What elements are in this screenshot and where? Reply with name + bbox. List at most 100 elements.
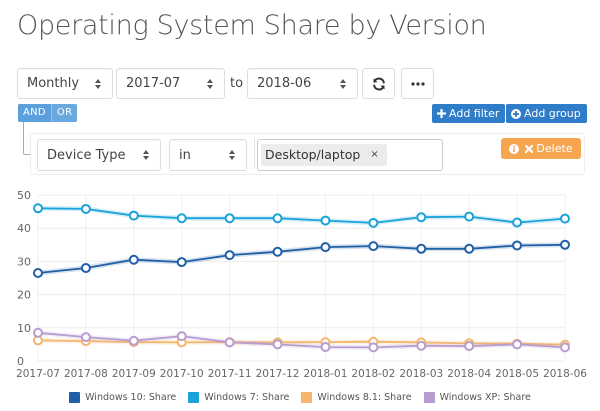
refresh-button[interactable] [362,68,395,99]
y-tick-label: 10 [17,322,31,335]
y-tick-label: 0 [17,355,24,368]
rule-field-value: Device Type [47,147,126,163]
plus-icon [437,109,446,118]
legend-item[interactable]: Windows XP: Share [423,389,531,405]
more-options-button[interactable] [401,68,434,99]
data-point[interactable] [128,210,139,221]
legend-label: Windows 10: Share [85,391,177,403]
y-tick-label: 50 [17,189,31,202]
data-point[interactable] [416,243,427,254]
remove-tag-icon[interactable]: × [370,149,379,160]
x-tick-label: 2018-02 [351,368,395,380]
data-point[interactable] [560,342,570,353]
x-tick-label: 2018-05 [495,368,539,380]
data-point[interactable] [464,243,475,254]
legend-swatch-icon [188,391,200,403]
rule-divider [254,138,255,169]
data-point[interactable] [33,203,43,214]
start-period-value: 2017-07 [126,76,181,91]
legend-item[interactable]: Windows 10: Share [69,389,176,405]
data-point[interactable] [464,341,475,352]
x-tick-label: 2018-01 [304,368,348,380]
data-point[interactable] [560,213,570,224]
legend-item[interactable]: Windows 8.1: Share [301,389,412,405]
data-point[interactable] [224,337,235,348]
chart-grid: 0 10 20 30 40 50 2017-07 2017-08 2017-09 2017-10 2… [16,189,587,380]
data-point[interactable] [33,268,43,279]
data-point[interactable] [464,211,475,222]
data-point[interactable] [272,246,283,257]
end-period-select[interactable]: 2018-06 [247,68,358,99]
chart-legend: Windows 10: Share Windows 7: Share Windows… [0,389,600,405]
add-group-label: Add group [524,107,581,120]
select-arrows-icon [203,76,217,92]
data-point[interactable] [368,217,379,228]
legend-swatch-icon [69,391,81,403]
line-chart: 0 10 20 30 40 50 2017-07 2017-08 2017-09 2017-10 2… [16,189,587,380]
data-point[interactable] [368,342,379,353]
data-point[interactable] [512,339,523,350]
x-tick-label: 2017-12 [256,368,300,380]
data-point[interactable] [560,239,570,250]
rule-value-input[interactable]: Desktop/laptop × [257,139,443,171]
condition-or-button[interactable]: OR [51,104,78,122]
data-point[interactable] [33,327,43,338]
rule-operator-value: in [179,147,191,163]
legend-item[interactable]: Windows 7: Share [188,389,289,405]
data-point[interactable] [416,340,427,351]
x-tick-label: 2017-09 [112,368,156,380]
data-point[interactable] [512,240,523,251]
y-tick-label: 20 [17,289,31,302]
data-point[interactable] [176,213,187,224]
value-tag: Desktop/laptop × [261,144,387,166]
add-group-button[interactable]: Add group [506,104,587,123]
data-point[interactable] [80,203,91,214]
rule-connector-line [23,122,35,155]
data-point[interactable] [320,215,331,226]
data-point[interactable] [320,242,331,253]
data-point[interactable] [512,217,523,228]
legend-label: Windows 7: Share [204,391,290,403]
x-tick-label: 2017-10 [160,368,204,380]
select-arrows-icon [336,76,350,92]
legend-swatch-icon [423,391,435,403]
data-point[interactable] [224,250,235,261]
data-point[interactable] [176,331,187,342]
rule-field-select[interactable]: Device Type [37,139,161,171]
end-period-value: 2018-06 [257,76,312,91]
select-arrows-icon [91,76,105,92]
data-point[interactable] [272,339,283,350]
start-period-select[interactable]: 2017-07 [116,68,225,99]
data-point[interactable] [80,332,91,343]
add-filter-button[interactable]: Add filter [432,104,506,123]
add-filter-label: Add filter [449,107,500,120]
data-point[interactable] [128,254,139,265]
series-windows-xp-share [33,327,570,353]
data-point[interactable] [272,213,283,224]
series-windows-7-share [33,203,570,228]
x-tick-label: 2017-08 [64,368,108,380]
plus-circle-icon [511,108,521,119]
legend-swatch-icon [301,391,313,403]
delete-rule-button[interactable]: Delete [501,138,581,159]
select-arrows-icon [139,147,153,163]
close-icon [525,144,534,153]
data-point[interactable] [176,257,187,268]
x-tick-label: 2018-06 [543,368,587,380]
legend-label: Windows 8.1: Share [317,391,412,403]
data-point[interactable] [320,342,331,353]
condition-and-button[interactable]: AND [18,104,52,122]
data-point[interactable] [128,335,139,346]
value-tag-label: Desktop/laptop [265,147,361,162]
data-point[interactable] [80,263,91,274]
data-point[interactable] [224,213,235,224]
x-tick-label: 2018-04 [447,368,491,380]
condition-toggle[interactable]: AND OR [18,104,78,122]
interval-select[interactable]: Monthly [17,68,113,99]
refresh-icon [372,77,385,90]
rule-operator-select[interactable]: in [169,139,247,171]
ellipsis-icon [410,81,425,86]
legend-label: Windows XP: Share [439,391,531,403]
data-point[interactable] [368,241,379,252]
data-point[interactable] [416,212,427,223]
